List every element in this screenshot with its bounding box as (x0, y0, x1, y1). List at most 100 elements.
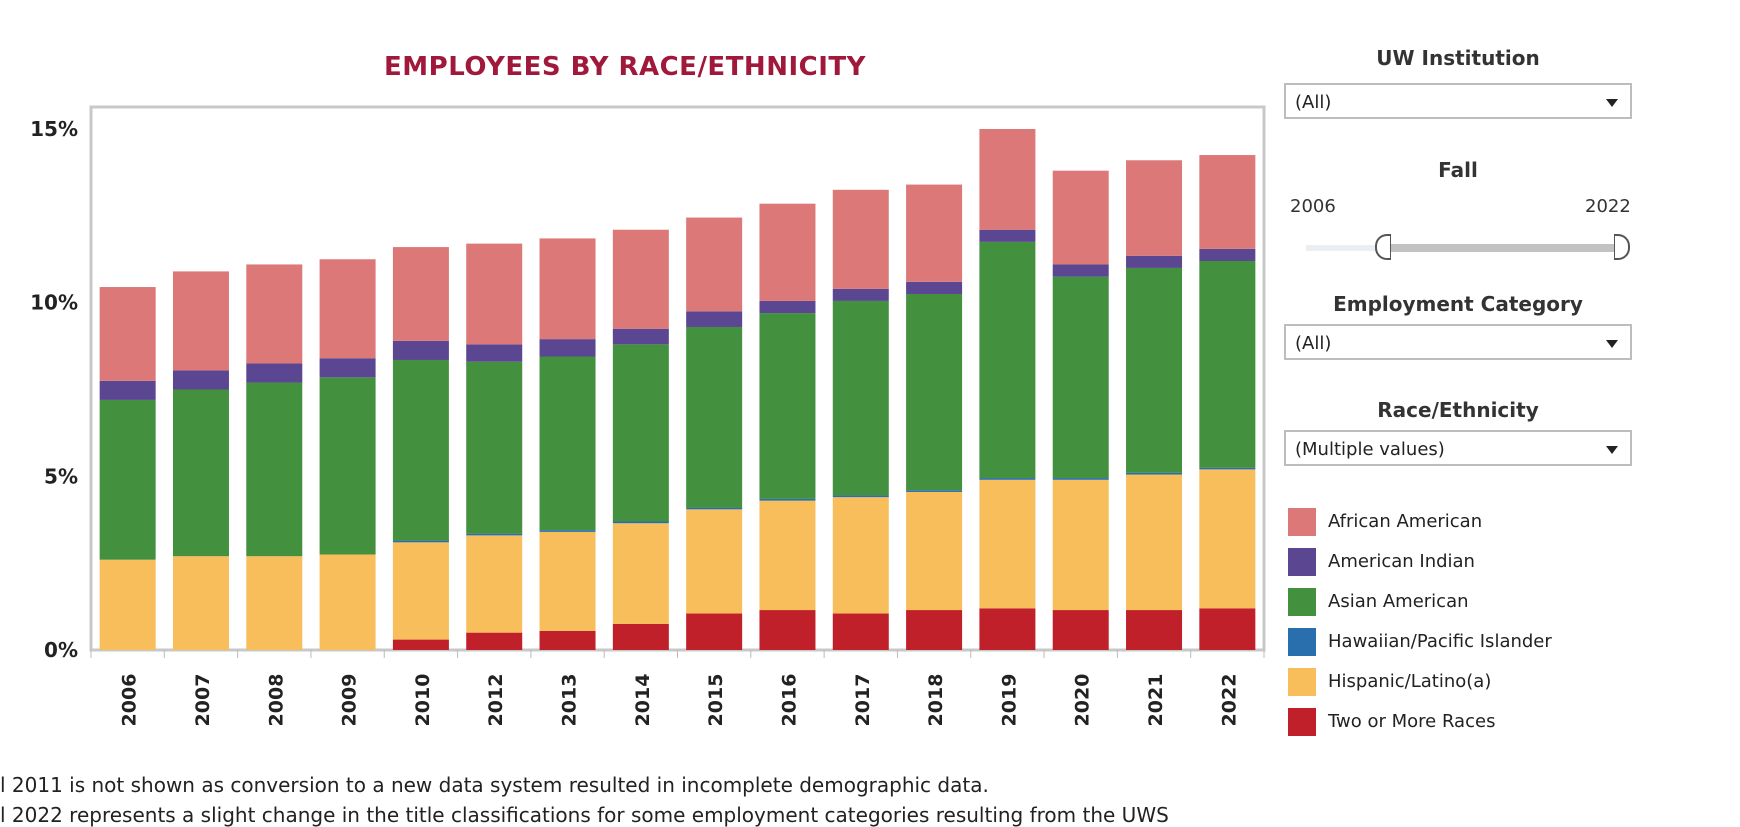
bar-segment (686, 311, 743, 327)
bar-segment (832, 613, 889, 650)
legend-label: African American (1328, 511, 1483, 532)
employment-category-dropdown[interactable]: (All) (1284, 324, 1632, 360)
bar-segment (906, 281, 963, 294)
bar-segment (99, 399, 156, 560)
chevron-down-icon (1606, 99, 1618, 107)
bar-segment (612, 521, 669, 524)
bar-segment (906, 491, 963, 611)
employment-category-filter-label: Employment Category (1333, 292, 1583, 316)
x-tick-label: 2008 (265, 674, 287, 727)
x-tick-label: 2007 (192, 674, 214, 727)
bar-segment (1199, 248, 1256, 261)
race-ethnicity-filter-label: Race/Ethnicity (1377, 398, 1539, 422)
legend-swatch (1288, 708, 1316, 736)
legend-label: Asian American (1328, 591, 1469, 612)
bar-segment (99, 559, 156, 650)
bar-segment (172, 271, 229, 371)
x-tick-label: 2018 (925, 674, 947, 727)
bar-segment (466, 535, 523, 633)
bar-segment (612, 229, 669, 329)
bar-segment (1052, 479, 1109, 611)
bar-segment (246, 382, 303, 557)
fall-range-min: 2006 (1290, 196, 1336, 217)
bar-segment (1199, 608, 1256, 650)
x-tick-label: 2012 (485, 674, 507, 727)
bar-segment (1199, 155, 1256, 249)
bar-segment (539, 531, 596, 631)
footnote-2022: l 2022 represents a slight change in the… (0, 803, 1169, 827)
bar-segment (1052, 170, 1109, 265)
bar-segment (1199, 260, 1256, 468)
legend-label: American Indian (1328, 551, 1475, 572)
bar-segment (979, 129, 1036, 230)
fall-slider-min-handle[interactable] (1375, 234, 1391, 260)
bar-segment (686, 509, 743, 614)
x-tick-label: 2020 (1072, 674, 1094, 727)
x-tick-label: 2019 (998, 674, 1020, 727)
bar-segment (466, 533, 523, 536)
y-tick-label: 0% (44, 638, 78, 662)
bar-segment (172, 370, 229, 390)
legend-label: Two or More Races (1328, 711, 1496, 732)
bar-segment (612, 623, 669, 650)
race-ethnicity-dropdown[interactable]: (Multiple values) (1284, 430, 1632, 466)
bar-segment (319, 358, 376, 378)
bar-segment (466, 243, 523, 345)
bar-segment (612, 344, 669, 522)
legend-swatch (1288, 588, 1316, 616)
x-tick-label: 2014 (632, 674, 654, 727)
bar-segment (979, 479, 1036, 609)
fall-filter-label: Fall (1438, 158, 1478, 182)
bar-segment (1126, 267, 1183, 473)
bar-segment (1126, 255, 1183, 268)
race-ethnicity-dropdown-value: (Multiple values) (1295, 439, 1445, 460)
x-tick-label: 2009 (339, 674, 361, 727)
bar-segment (906, 610, 963, 650)
bar-segment (832, 495, 889, 498)
bar-segment (906, 490, 963, 492)
bar-segment (1052, 276, 1109, 479)
fall-slider-max-handle[interactable] (1614, 234, 1630, 260)
employment-category-dropdown-value: (All) (1295, 333, 1332, 354)
bar-segment (979, 229, 1036, 242)
institution-dropdown[interactable]: (All) (1284, 83, 1632, 119)
bar-segment (686, 613, 743, 650)
bar-segment (172, 556, 229, 650)
institution-filter-label: UW Institution (1376, 46, 1540, 70)
bar-segment (1126, 610, 1183, 650)
legend-swatch (1288, 628, 1316, 656)
bar-segment (539, 630, 596, 650)
bar-segment (466, 361, 523, 534)
bar-segment (906, 293, 963, 491)
y-tick-label: 5% (44, 464, 78, 488)
x-tick-label: 2017 (852, 674, 874, 727)
bar-segment (392, 359, 449, 541)
bar-segment (99, 287, 156, 381)
bar-segment (1126, 474, 1183, 611)
bar-segment (832, 300, 889, 496)
bar-segment (1126, 160, 1183, 256)
bar-segment (392, 542, 449, 640)
bar-segment (172, 389, 229, 557)
x-tick-label: 2022 (1218, 674, 1240, 727)
bar-segment (832, 497, 889, 614)
bar-segment (832, 189, 889, 289)
y-tick-label: 15% (30, 117, 78, 141)
bar-segment (539, 238, 596, 340)
chevron-down-icon (1606, 340, 1618, 348)
bar-segment (759, 500, 816, 611)
fall-range-max: 2022 (1585, 196, 1631, 217)
legend-swatch (1288, 668, 1316, 696)
bar-segment (759, 313, 816, 499)
fall-slider-track[interactable] (1383, 244, 1623, 252)
bar-segment (759, 498, 816, 501)
bar-segment (759, 203, 816, 301)
x-tick-label: 2013 (559, 674, 581, 727)
bar-segment (319, 554, 376, 650)
footnote-2011: l 2011 is not shown as conversion to a n… (0, 773, 989, 797)
bar-segment (246, 264, 303, 364)
stacked-bar-chart: 0% 5% 10% 15% 2006 2007 2008 2009 2010 2012 2013 20… (30, 105, 1266, 727)
legend-swatch (1288, 508, 1316, 536)
bar-segment (686, 217, 743, 312)
legend-label: Hispanic/Latino(a) (1328, 671, 1492, 692)
